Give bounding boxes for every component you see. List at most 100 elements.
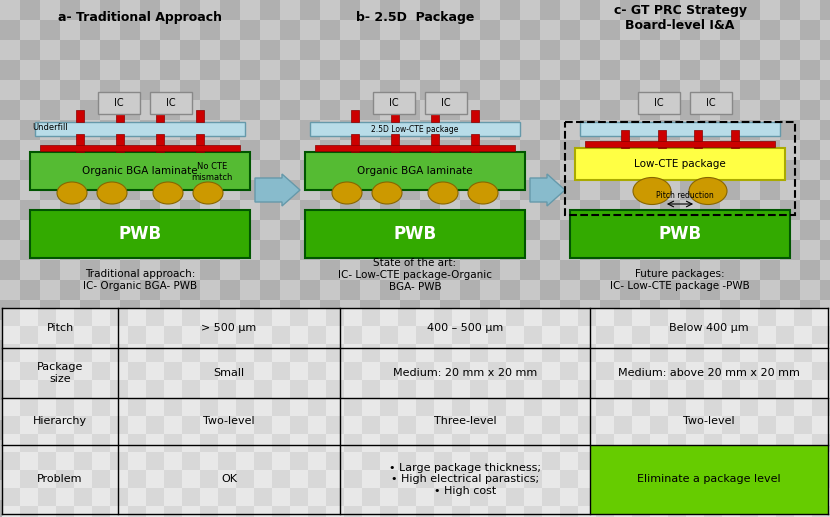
Bar [731, 130, 739, 148]
Bar [500, 80, 520, 100]
Bar [110, 470, 128, 488]
Bar [200, 398, 218, 416]
Bar [160, 40, 180, 60]
Bar [80, 20, 100, 40]
Bar [580, 280, 600, 300]
Bar [480, 500, 500, 517]
Bar [471, 134, 479, 152]
Bar [80, 100, 100, 120]
Bar [758, 488, 776, 506]
Bar [344, 470, 362, 488]
Bar [40, 260, 60, 280]
Bar [2, 470, 20, 488]
Bar [180, 260, 200, 280]
Bar [758, 416, 776, 434]
Bar [160, 240, 180, 260]
Bar [80, 420, 100, 440]
Bar [160, 440, 180, 460]
Bar [780, 180, 800, 200]
Bar [420, 440, 440, 460]
Bar [700, 320, 720, 340]
Bar [300, 60, 320, 80]
Bar [120, 220, 140, 240]
Bar [182, 326, 200, 344]
Bar [80, 400, 100, 420]
Bar [780, 160, 800, 180]
Bar [340, 380, 360, 400]
Bar [360, 180, 380, 200]
Bar [340, 400, 360, 420]
Bar [560, 300, 580, 320]
Bar [146, 308, 164, 326]
Bar [704, 416, 722, 434]
Bar [580, 140, 600, 160]
Bar [758, 344, 776, 362]
Bar [780, 380, 800, 400]
Bar [720, 40, 740, 60]
Bar [640, 80, 660, 100]
Bar [351, 134, 359, 152]
Bar [524, 362, 542, 380]
Bar [720, 360, 740, 380]
Bar [218, 452, 236, 470]
Bar [668, 308, 686, 326]
Bar [272, 470, 290, 488]
Bar [362, 488, 380, 506]
Bar [500, 300, 520, 320]
Bar [700, 100, 720, 120]
Bar [470, 416, 488, 434]
Bar [640, 420, 660, 440]
Bar [460, 460, 480, 480]
Bar [600, 200, 620, 220]
Bar [488, 506, 506, 517]
Bar [600, 240, 620, 260]
Bar [380, 40, 400, 60]
Bar [272, 308, 290, 326]
Bar [440, 220, 460, 240]
Bar [344, 452, 362, 470]
Bar [380, 80, 400, 100]
Bar [308, 470, 326, 488]
Bar [520, 160, 540, 180]
Bar [120, 40, 140, 60]
Bar [60, 260, 80, 280]
Bar [668, 344, 686, 362]
Bar [452, 344, 470, 362]
Bar [520, 60, 540, 80]
Bar [460, 40, 480, 60]
Bar [120, 80, 140, 100]
Bar [740, 260, 760, 280]
Bar [760, 400, 780, 420]
Bar [320, 80, 340, 100]
Bar [2, 398, 20, 416]
Bar [640, 260, 660, 280]
Bar [360, 120, 380, 140]
Bar [660, 60, 680, 80]
Bar [2, 416, 20, 434]
Bar [290, 344, 308, 362]
Bar [800, 240, 820, 260]
Bar [760, 360, 780, 380]
Bar [218, 416, 236, 434]
Bar [80, 40, 100, 60]
Bar [300, 320, 320, 340]
Bar [704, 362, 722, 380]
Bar [740, 416, 758, 434]
Bar [500, 120, 520, 140]
Bar [560, 360, 580, 380]
Bar [800, 200, 820, 220]
Bar [585, 141, 775, 147]
Bar [110, 398, 128, 416]
Bar [650, 506, 668, 517]
Bar [740, 60, 760, 80]
Bar [160, 460, 180, 480]
Bar [92, 380, 110, 398]
Bar [400, 300, 420, 320]
Bar [740, 20, 760, 40]
Bar [254, 416, 272, 434]
Bar [180, 160, 200, 180]
Bar [120, 440, 140, 460]
Bar [680, 260, 700, 280]
Bar [380, 488, 398, 506]
Bar [580, 180, 600, 200]
